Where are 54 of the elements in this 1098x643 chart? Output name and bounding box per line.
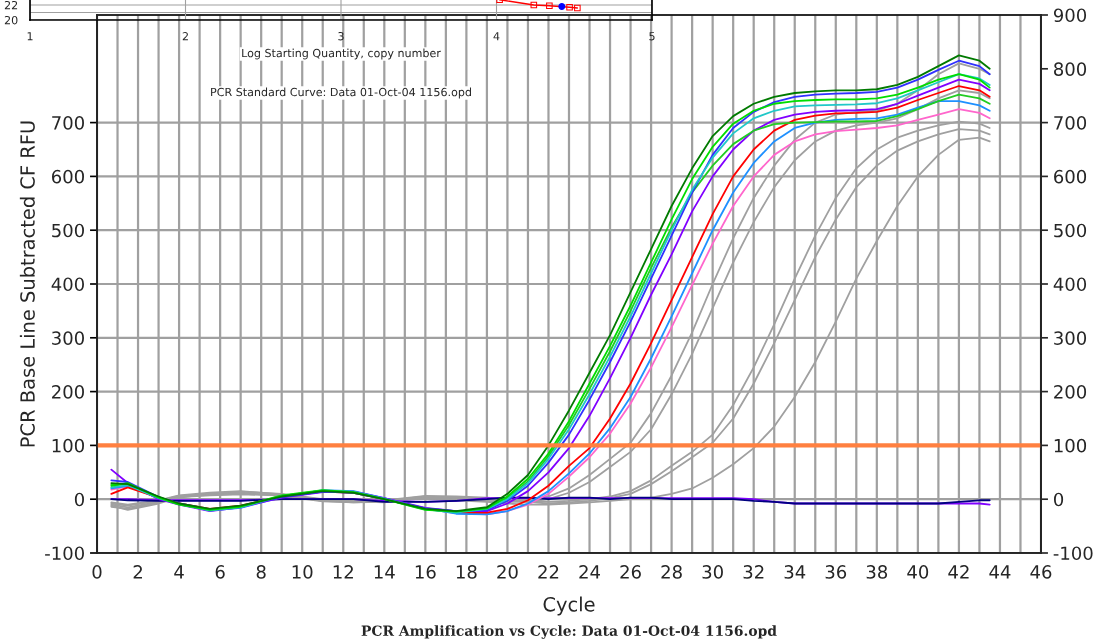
x-tick-label: 42 (948, 565, 969, 579)
x-tick-label: 8 (256, 565, 266, 579)
x-tick-label: 16 (415, 565, 436, 579)
y-tick-label: 0 (74, 492, 84, 507)
y-tick-label: -100 (45, 546, 84, 561)
y-tick-label: 600 (51, 169, 84, 184)
y2-tick-label: 100 (1054, 438, 1087, 453)
y-tick-label: 200 (52, 385, 84, 399)
y2-tick-label: -100 (1053, 546, 1093, 561)
x-tick-label: 46 (1030, 565, 1052, 579)
x-tick-label: 4 (174, 565, 184, 579)
text: PCR Standard Curve: Data 01-Oct-04 1156.opd (211, 87, 471, 99)
y2-tick-label: 900 (1053, 8, 1087, 23)
x-tick-label: 0 (92, 565, 102, 579)
x-axis-title: Log Starting Quantity, copy number (242, 48, 441, 60)
x-tick-label: 2 (133, 565, 142, 579)
y-axis-title: PCR Base Line Subtracted CF RFU (19, 121, 35, 447)
y2-tick-label: 700 (1054, 116, 1087, 130)
x-tick-label: 6 (215, 565, 225, 579)
y-tick-label: 700 (52, 116, 84, 130)
x-tick-label: 14 (374, 565, 395, 579)
y-tick-label: 400 (51, 277, 84, 292)
y2-tick-label: 600 (1054, 169, 1087, 184)
x-tick-label: 38 (866, 565, 888, 579)
x-tick-label: 20 (497, 565, 518, 579)
x-tick-label: 34 (784, 565, 806, 579)
y2-tick-label: 300 (1054, 331, 1087, 345)
y2-tick-label: 800 (1054, 62, 1087, 76)
x-tick-label: 10 (292, 565, 313, 579)
x-tick-label: 1 (27, 32, 33, 41)
x-tick-label: 22 (538, 565, 559, 579)
x-tick-label: 36 (825, 565, 847, 579)
x-tick-label: 24 (579, 565, 600, 579)
text: PCR Amplification vs Cycle: Data 01-Oct-04 1156.opd (361, 625, 777, 639)
y-tick-label: 500 (52, 223, 84, 238)
x-tick-label: 28 (661, 565, 682, 579)
x-tick-label: 44 (989, 565, 1011, 579)
x-tick-label: 26 (620, 565, 641, 579)
x-axis-title: Cycle (543, 596, 595, 616)
x-tick-label: 32 (743, 565, 764, 579)
y2-tick-label: 400 (1053, 277, 1087, 292)
y-tick-label: 300 (52, 331, 84, 345)
x-tick-label: 4 (493, 32, 500, 41)
x-tick-label: 40 (907, 565, 929, 579)
x-tick-label: 30 (702, 565, 723, 579)
x-tick-label: 3 (338, 32, 344, 41)
x-tick-label: 12 (333, 565, 353, 579)
y-tick-label: 100 (52, 438, 84, 453)
x-tick-label: 2 (182, 32, 188, 41)
x-tick-label: 5 (649, 32, 655, 41)
y2-tick-label: 200 (1054, 385, 1087, 399)
y2-tick-label: 500 (1054, 223, 1087, 238)
y2-tick-label: 0 (1054, 492, 1064, 507)
x-tick-label: 18 (456, 565, 477, 579)
